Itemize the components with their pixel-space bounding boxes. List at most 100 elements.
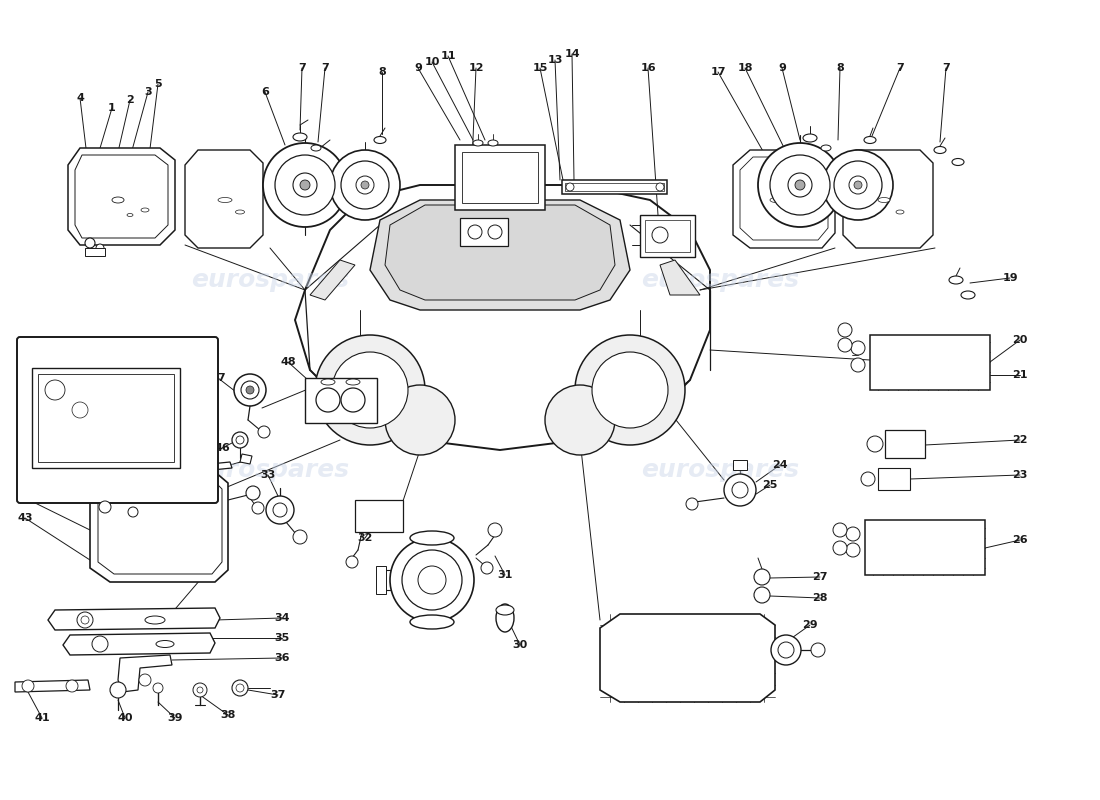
Text: 30: 30 [513,640,528,650]
Text: 8: 8 [836,63,844,73]
Circle shape [234,374,266,406]
Circle shape [390,538,474,622]
Circle shape [418,566,446,594]
Text: 1: 1 [108,103,115,113]
Text: 27: 27 [812,572,827,582]
Text: 48: 48 [280,357,296,367]
Text: 7: 7 [298,63,306,73]
Ellipse shape [321,379,336,385]
Circle shape [139,674,151,686]
Text: 15: 15 [532,63,548,73]
Circle shape [66,680,78,692]
Circle shape [273,503,287,517]
Ellipse shape [934,146,946,154]
Circle shape [488,523,502,537]
Circle shape [128,507,138,517]
Bar [85,248,104,256]
Ellipse shape [488,140,498,146]
Circle shape [252,502,264,514]
Text: 17: 17 [711,67,726,77]
Polygon shape [75,155,168,238]
Text: 43: 43 [18,513,33,523]
Text: 3: 3 [144,87,152,97]
Circle shape [481,562,493,574]
Circle shape [867,436,883,452]
Text: Ver. 71-96: Ver. 71-96 [67,349,143,362]
Circle shape [838,338,853,352]
Polygon shape [370,200,630,310]
Circle shape [22,680,34,692]
Circle shape [258,426,270,438]
Ellipse shape [410,615,454,629]
Polygon shape [843,150,933,248]
Text: 12: 12 [469,63,484,73]
Polygon shape [600,614,775,702]
Circle shape [758,143,842,227]
Bar [355,500,403,532]
Text: eurospares: eurospares [641,268,799,292]
Circle shape [788,173,812,197]
Circle shape [315,335,425,445]
Circle shape [241,381,258,399]
Circle shape [754,569,770,585]
Bar [645,220,690,252]
Text: 47: 47 [210,373,225,383]
Circle shape [330,150,400,220]
Text: 31: 31 [497,570,513,580]
Text: 9: 9 [778,63,785,73]
Ellipse shape [374,137,386,143]
Text: 36: 36 [274,653,289,663]
Circle shape [851,341,865,355]
Ellipse shape [803,134,817,142]
Circle shape [192,683,207,697]
Text: 26: 26 [1012,535,1027,545]
Ellipse shape [218,198,232,202]
Circle shape [402,550,462,610]
Circle shape [724,474,756,506]
Bar [305,378,377,423]
Ellipse shape [952,158,964,166]
Polygon shape [48,608,220,630]
Circle shape [346,556,358,568]
Ellipse shape [126,214,133,217]
Circle shape [811,643,825,657]
Circle shape [771,635,801,665]
Circle shape [732,482,748,498]
Circle shape [488,225,502,239]
Polygon shape [90,472,228,582]
Text: 24: 24 [772,460,788,470]
Text: 46: 46 [214,443,230,453]
Ellipse shape [410,531,454,545]
Bar [462,152,538,203]
Polygon shape [740,157,828,240]
Text: 20: 20 [1012,335,1027,345]
Circle shape [838,323,853,337]
Text: 42: 42 [18,493,33,503]
Polygon shape [63,633,214,655]
Polygon shape [733,150,835,248]
Polygon shape [660,260,700,295]
Circle shape [385,385,455,455]
Ellipse shape [112,197,124,203]
Text: eurospares: eurospares [191,268,349,292]
Polygon shape [310,260,355,300]
Bar [640,215,695,257]
FancyBboxPatch shape [16,337,218,503]
Text: 22: 22 [1012,435,1027,445]
Text: 6: 6 [261,87,268,97]
Bar [455,145,544,210]
Text: eurospares: eurospares [191,458,349,482]
Text: 7: 7 [896,63,904,73]
Text: 5: 5 [154,79,162,89]
Circle shape [236,684,244,692]
Circle shape [778,642,794,658]
Circle shape [92,636,108,652]
Circle shape [846,543,860,557]
Bar [865,520,984,575]
Polygon shape [385,205,615,300]
Ellipse shape [156,641,174,647]
Circle shape [197,687,204,693]
Circle shape [823,150,893,220]
Polygon shape [295,185,710,450]
Text: 29: 29 [802,620,817,630]
